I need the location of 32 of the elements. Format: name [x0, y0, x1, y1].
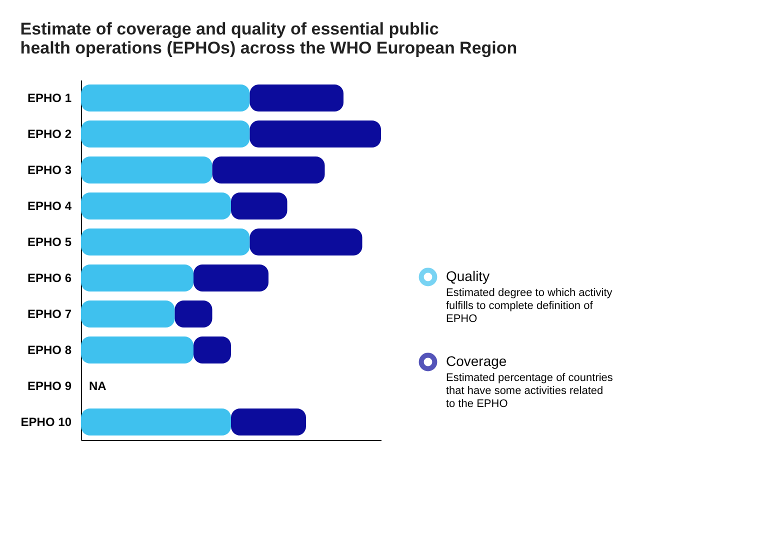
bar: [81, 192, 231, 220]
bar: [81, 408, 231, 436]
chart-title: Estimate of coverage and quality of essential public health operations (EPHOs) across the WHO European Region: [20, 19, 518, 58]
text: Estimated percentage of countries that have some activities related to the EPHO: [446, 372, 614, 410]
y-tick-label: EPHO 6: [27, 271, 72, 285]
bar: [81, 228, 250, 256]
y-tick-label: EPHO 9: [27, 379, 72, 393]
y-tick-label: EPHO 1: [27, 91, 72, 105]
bar: [212, 156, 325, 184]
bar: [81, 84, 250, 112]
bar: [231, 192, 288, 220]
legend-label: Coverage: [446, 353, 507, 369]
y-tick-label: EPHO 3: [27, 163, 72, 177]
bar: [250, 120, 381, 148]
legend-label: Quality: [446, 268, 490, 284]
y-tick-label: EPHO 8: [27, 343, 72, 357]
y-tick-label: EPHO 10: [20, 415, 72, 429]
y-tick-label: EPHO 5: [27, 235, 72, 249]
bar: [81, 264, 194, 292]
bar: [81, 120, 250, 148]
annotation: NA: [89, 379, 107, 393]
bar: [81, 336, 194, 364]
text: Estimated degree to which activity fulfills to complete definition of EPHO: [446, 287, 613, 325]
bar: [194, 264, 268, 292]
bar: [250, 228, 362, 256]
y-tick-label: EPHO 2: [27, 127, 72, 141]
y-tick-label: EPHO 7: [27, 307, 72, 321]
y-tick-label: EPHO 4: [27, 199, 72, 213]
bar: [231, 408, 306, 436]
bar: [81, 300, 175, 328]
bar: [81, 156, 212, 184]
bar: [250, 84, 344, 112]
